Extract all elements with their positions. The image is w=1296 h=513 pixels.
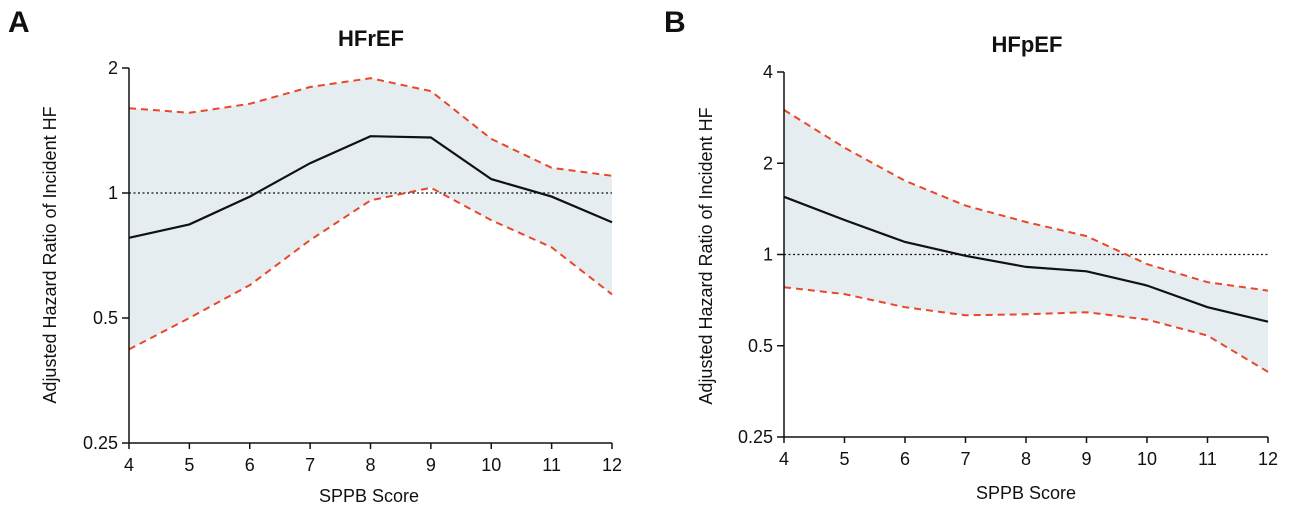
x-tick-label: 9 xyxy=(426,455,436,475)
x-tick-label: 6 xyxy=(900,449,910,469)
x-tick-label: 4 xyxy=(124,455,134,475)
x-tick-label: 7 xyxy=(305,455,315,475)
y-tick-label: 4 xyxy=(763,62,773,82)
x-tick-label: 12 xyxy=(1258,449,1278,469)
chart-title-hfpef: HFpEF xyxy=(992,32,1063,57)
x-tick-label: 5 xyxy=(184,455,194,475)
x-tick-label: 8 xyxy=(365,455,375,475)
x-tick-label: 6 xyxy=(245,455,255,475)
y-tick-label: 1 xyxy=(108,183,118,203)
y-axis-label: Adjusted Hazard Ratio of Incident HF xyxy=(40,106,60,403)
x-tick-label: 9 xyxy=(1081,449,1091,469)
y-tick-label: 2 xyxy=(108,58,118,78)
panel-a: A HFrEF SPPB Score Adjusted Hazard Ratio… xyxy=(8,6,622,506)
x-tick-label: 7 xyxy=(960,449,970,469)
y-tick-label: 2 xyxy=(763,153,773,173)
y-tick-label: 0.25 xyxy=(738,427,773,447)
x-tick-label: 10 xyxy=(1137,449,1157,469)
y-tick-label: 1 xyxy=(763,245,773,265)
x-tick-label: 5 xyxy=(839,449,849,469)
confidence-band xyxy=(129,78,612,350)
x-axis-label: SPPB Score xyxy=(319,486,419,506)
chart-title-hfref: HFrEF xyxy=(338,26,404,51)
lower-ci-line xyxy=(783,286,1269,373)
upper-ci-line xyxy=(783,109,1269,292)
x-axis-label: SPPB Score xyxy=(976,483,1076,503)
x-tick-label: 10 xyxy=(481,455,501,475)
y-tick-label: 0.5 xyxy=(93,308,118,328)
x-tick-label: 11 xyxy=(542,455,561,475)
x-tick-label: 11 xyxy=(1198,449,1217,469)
y-tick-label: 0.5 xyxy=(748,336,773,356)
upper-ci-line xyxy=(128,77,613,177)
lower-ci-line xyxy=(128,186,613,351)
y-tick-label: 0.25 xyxy=(83,433,118,453)
confidence-band xyxy=(784,109,1268,372)
x-tick-label: 8 xyxy=(1021,449,1031,469)
panel-label-b: B xyxy=(664,6,686,39)
estimate-line xyxy=(783,195,1269,323)
estimate-line xyxy=(128,135,613,239)
y-axis-label: Adjusted Hazard Ratio of Incident HF xyxy=(696,107,716,404)
panel-label-a: A xyxy=(8,6,30,39)
panel-b: B HFpEF SPPB Score Adjusted Hazard Ratio… xyxy=(664,6,1278,503)
x-tick-label: 4 xyxy=(779,449,789,469)
x-tick-label: 12 xyxy=(602,455,622,475)
